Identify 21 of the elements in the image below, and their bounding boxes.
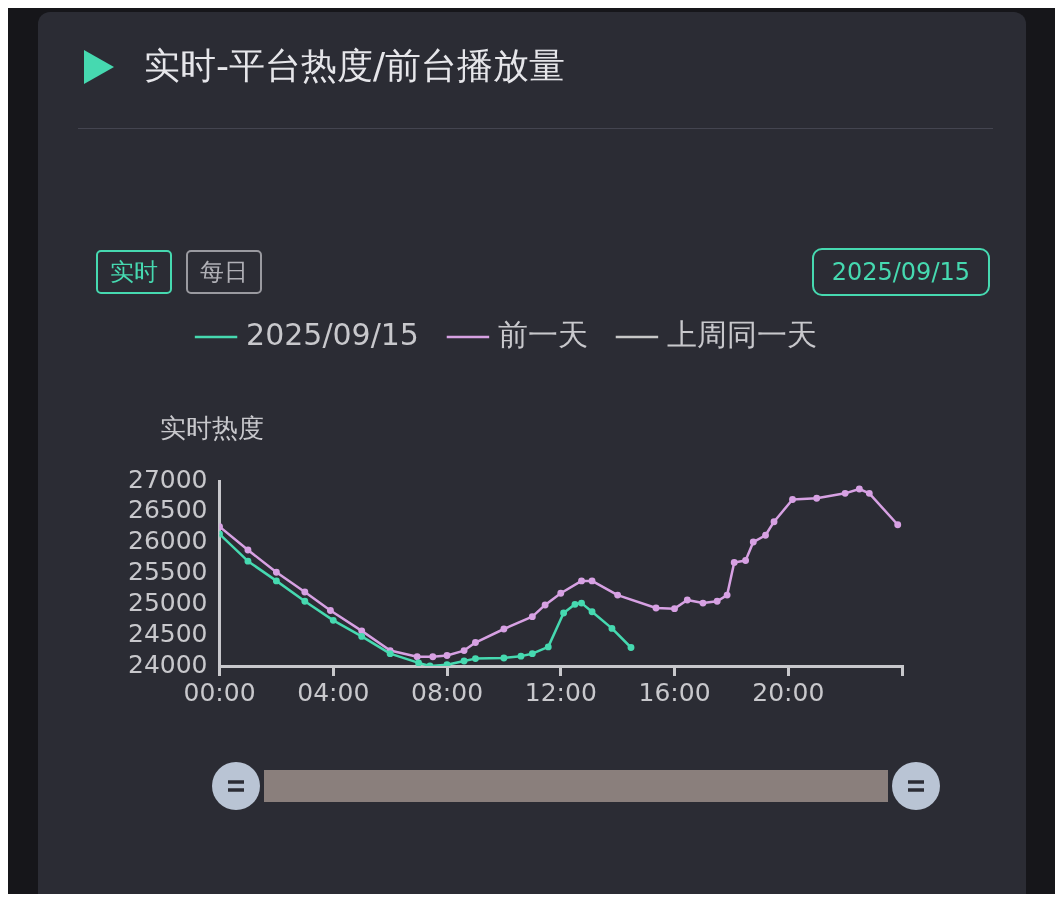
y-tick-label: 24500 [128, 618, 208, 648]
chart-title: 实时-平台热度/前台播放量 [144, 44, 566, 88]
y-tick-label: 26500 [128, 495, 208, 525]
x-tick-label: 16:00 [638, 677, 711, 707]
legend-label: 上周同一天 [666, 316, 817, 352]
y-tick-label: 27000 [128, 464, 208, 494]
y-tick-label: 26000 [128, 526, 208, 556]
text: 每日 [186, 250, 262, 294]
y-tick-label: 24000 [128, 649, 208, 679]
legend-label: 2025/09/15 [246, 316, 419, 352]
x-tick-label: 04:00 [297, 677, 370, 707]
text: 实时 [96, 250, 172, 294]
y-tick-label: 25000 [128, 587, 208, 617]
x-tick-label: 12:00 [524, 677, 597, 707]
y-axis-title: 实时热度 [159, 412, 264, 443]
x-tick-label: 08:00 [411, 677, 484, 707]
text: 2025/09/15 [811, 248, 990, 296]
legend-label: 前一天 [497, 316, 588, 352]
x-tick-label: 00:00 [183, 677, 256, 707]
y-tick-label: 25500 [128, 557, 208, 586]
x-tick-label: 20:00 [752, 677, 825, 707]
